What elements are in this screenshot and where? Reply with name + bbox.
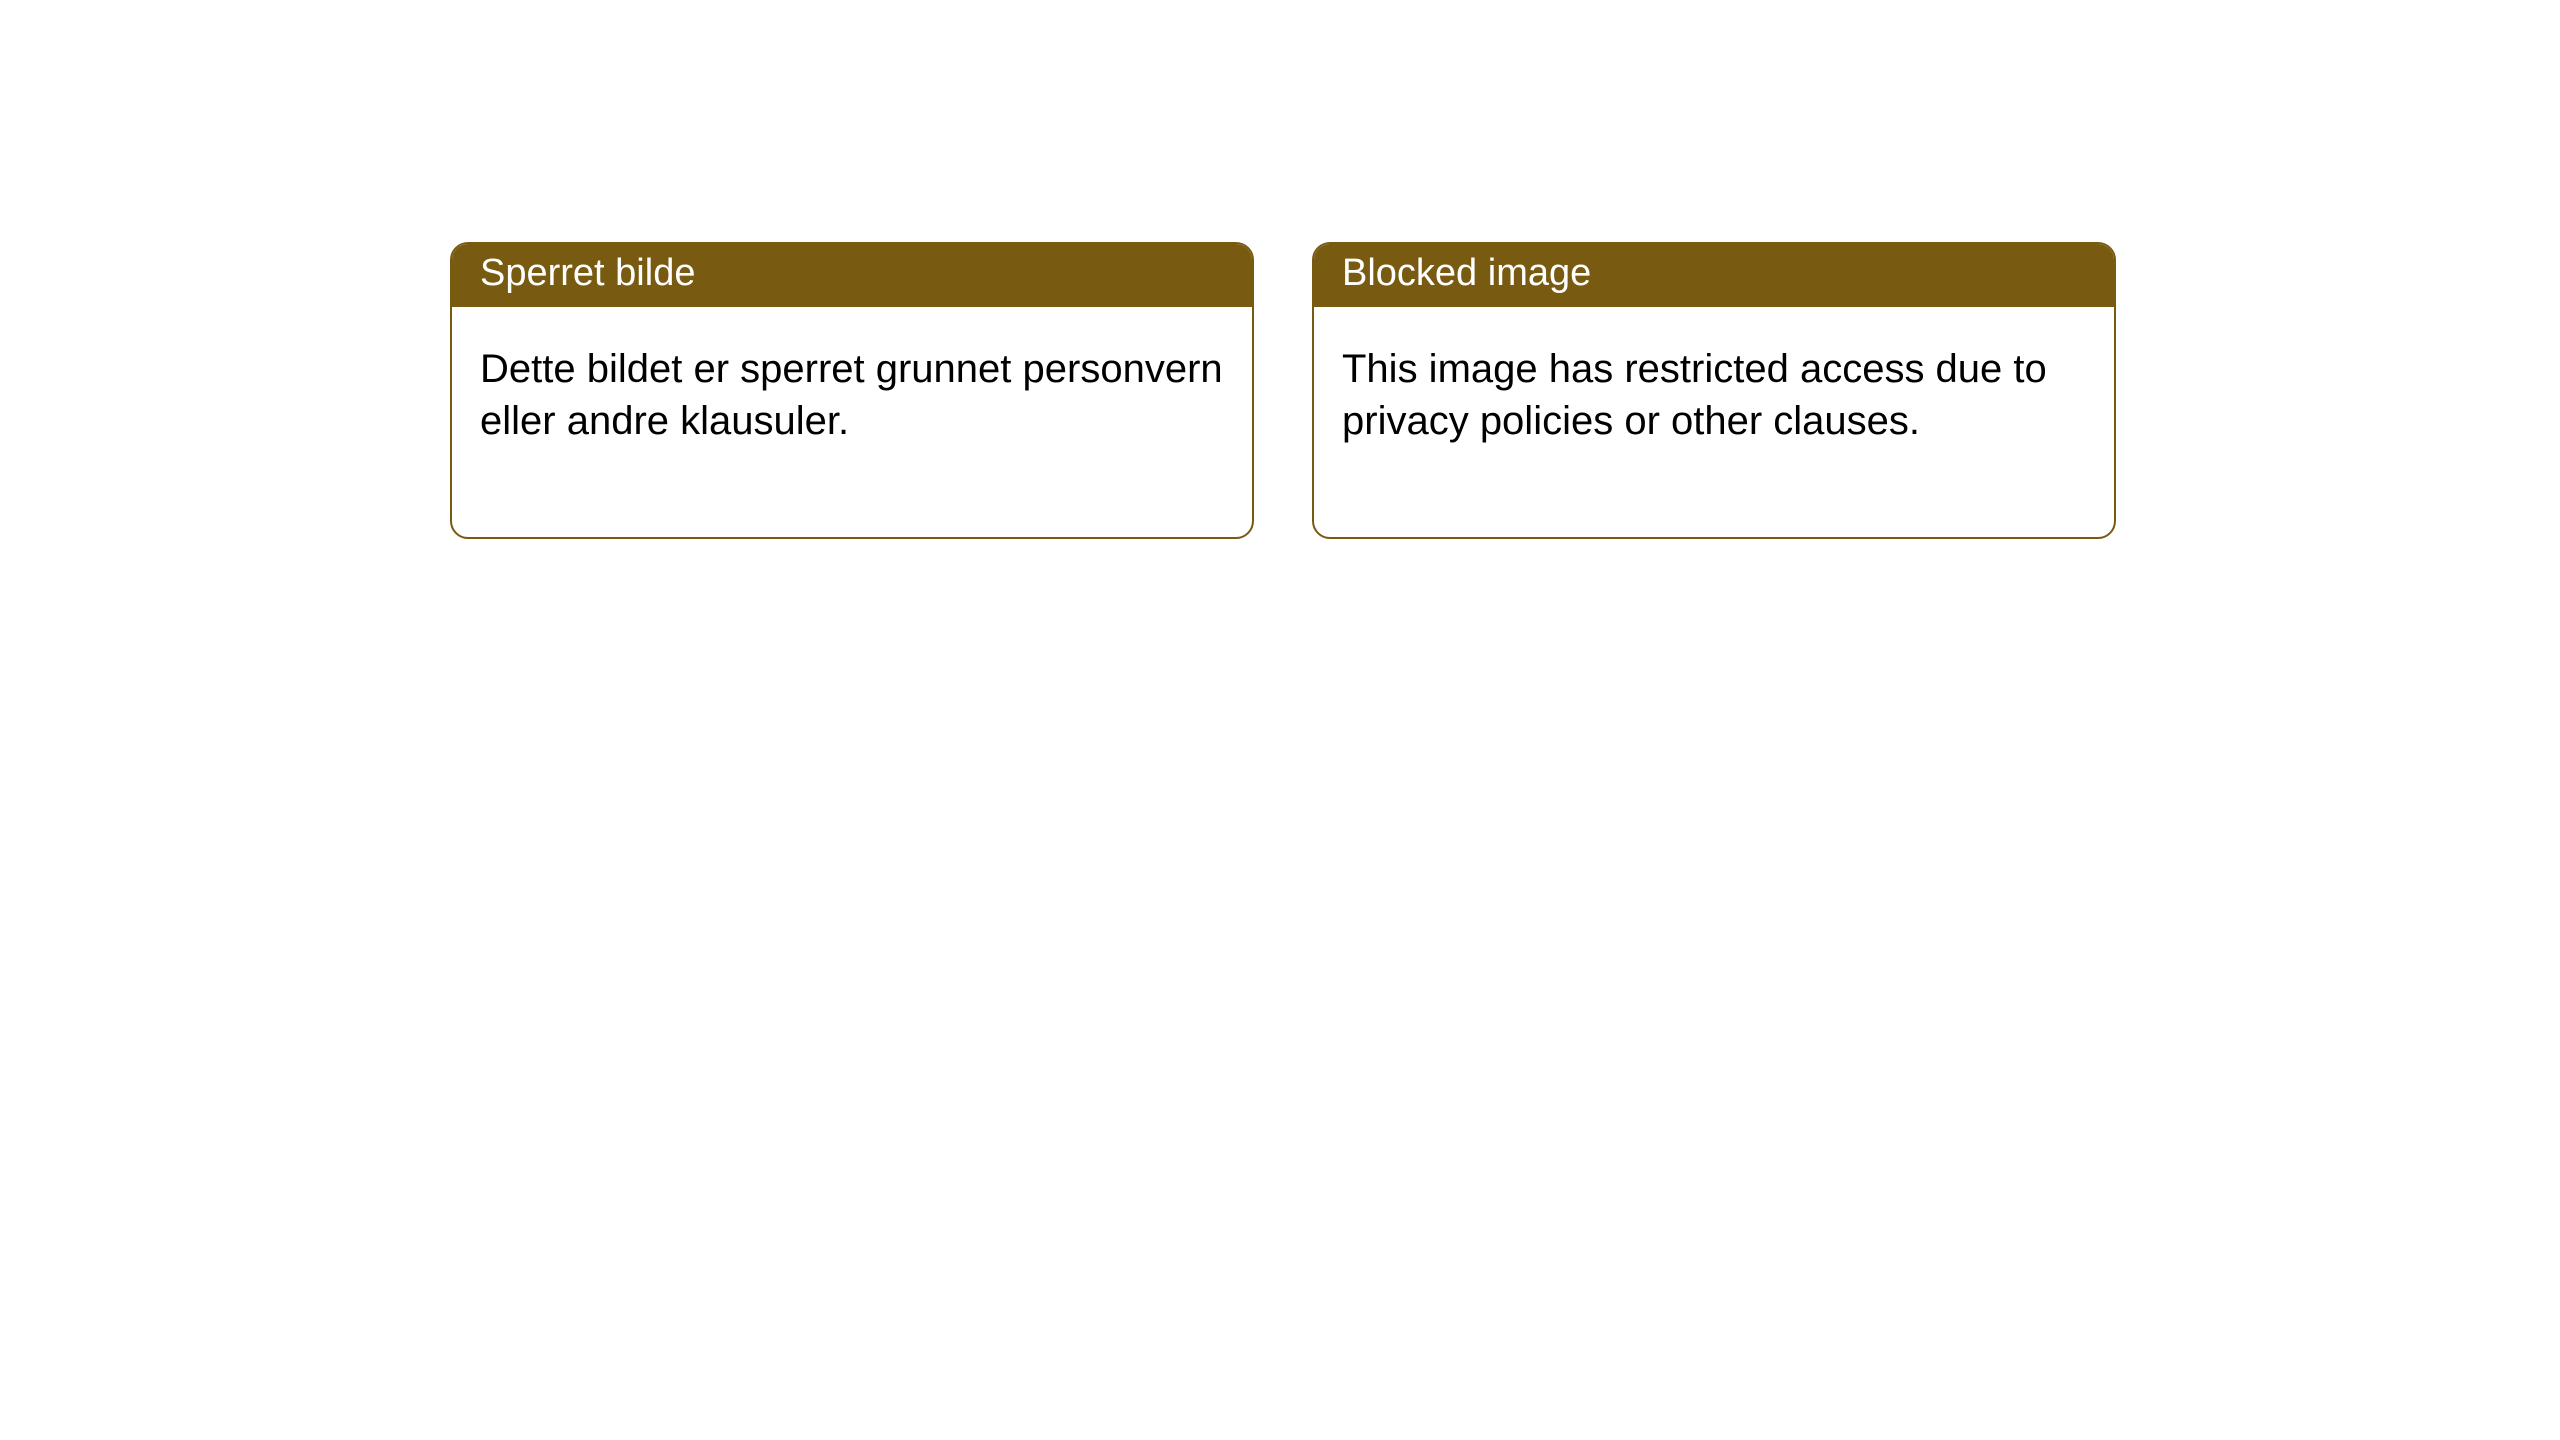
notice-header: Sperret bilde [452, 244, 1252, 307]
notice-box-norwegian: Sperret bilde Dette bildet er sperret gr… [450, 242, 1254, 539]
notice-header: Blocked image [1314, 244, 2114, 307]
notice-container: Sperret bilde Dette bildet er sperret gr… [0, 0, 2560, 539]
notice-body: This image has restricted access due to … [1314, 307, 2114, 537]
notice-box-english: Blocked image This image has restricted … [1312, 242, 2116, 539]
notice-body: Dette bildet er sperret grunnet personve… [452, 307, 1252, 537]
